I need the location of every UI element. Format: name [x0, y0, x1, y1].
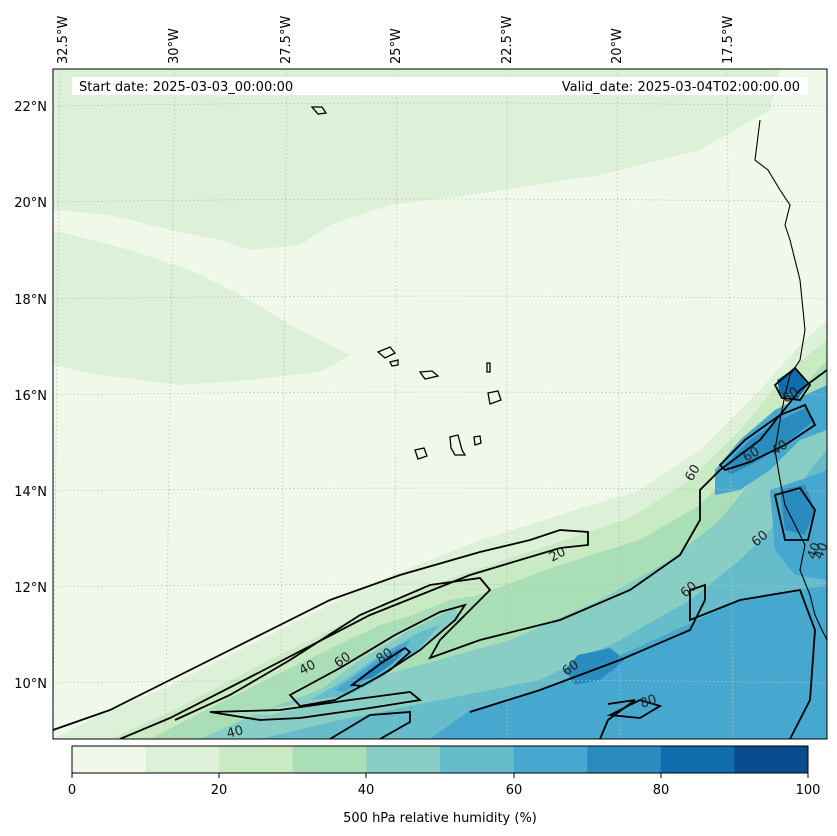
header-banner [72, 77, 808, 95]
humidity-10-20-west [53, 230, 350, 385]
colorbar [72, 746, 809, 773]
colorbar-tick-label: 100 [796, 783, 821, 798]
contour-80-plume [349, 646, 412, 687]
lat-label-16: 16°N [14, 389, 47, 404]
colorbar-segment [366, 746, 441, 773]
lat-label-18: 18°N [14, 293, 47, 308]
lon-label-20: 20°W [610, 28, 625, 64]
colorbar-segment [72, 746, 147, 773]
colorbar-segment [440, 746, 515, 773]
contour-label: 60 [682, 462, 703, 484]
lon-label-25: 25°W [389, 28, 404, 64]
colorbar-tick-label: 80 [653, 783, 670, 798]
contour-label: 80 [638, 692, 659, 712]
contour-label: 40 [805, 541, 825, 562]
colorbar-segment [292, 746, 367, 773]
humidity-70-80-east [725, 408, 815, 475]
contour-label: 20 [547, 545, 569, 566]
lat-label-22: 22°N [14, 100, 47, 115]
contour-20 [53, 529, 589, 739]
contour-40-bottom [329, 711, 411, 739]
contour-60-east [718, 403, 817, 472]
contour-label: 40 [225, 723, 245, 742]
contour-label: 40 [812, 541, 832, 562]
humidity-plume-40-50 [270, 608, 460, 708]
colorbar-segment [734, 746, 809, 773]
humidity-10-20-north [53, 69, 780, 250]
colorbar-segment [513, 746, 588, 773]
colorbar-tick-label: 20 [211, 783, 228, 798]
colorbar-segment [145, 746, 220, 773]
map-area [53, 69, 827, 739]
lon-label-22-5: 22.5°W [500, 16, 515, 64]
africa-coastline [754, 119, 827, 641]
lon-label-17-5: 17.5°W [721, 16, 736, 64]
contour-60-plume [288, 603, 468, 707]
colorbar-label: 500 hPa relative humidity (%) [343, 811, 537, 826]
lon-label-32-5: 32.5°W [56, 16, 71, 64]
colorbar-segment [587, 746, 662, 773]
longitude-labels: 32.5°W 30°W 27.5°W 25°W 22.5°W 20°W 17.5… [56, 16, 736, 64]
contour-label: 40 [297, 658, 319, 679]
contour-lines [53, 366, 827, 739]
lon-label-30: 30°W [167, 28, 182, 64]
contour-60-coast [773, 486, 816, 541]
colorbar-tick-label: 40 [358, 783, 375, 798]
colorbar-segment [219, 746, 294, 773]
contour-80-east [773, 366, 812, 401]
contour-40 [174, 369, 827, 721]
cape-verde-islands [310, 106, 502, 460]
lat-label-14: 14°N [14, 485, 47, 500]
colorbar-segment [660, 746, 735, 773]
valid-date-label: Valid_date: 2025-03-04T02:00:00.00 [562, 80, 800, 95]
start-date-label: Start date: 2025-03-03_00:00:00 [79, 80, 293, 95]
contour-80-south [606, 699, 663, 719]
map-frame [52, 68, 828, 740]
lat-label-12: 12°N [14, 581, 47, 596]
lat-label-20: 20°N [14, 196, 47, 211]
humidity-plume-30-40 [210, 595, 480, 715]
humidity-60-70-south [430, 585, 827, 739]
colorbar-tick-label: 60 [506, 783, 523, 798]
lat-label-10: 10°N [14, 677, 47, 692]
colorbar-ticks: 0 20 40 60 80 100 [68, 773, 821, 798]
contour-60-south [469, 583, 816, 739]
colorbar-tick-label: 0 [68, 783, 76, 798]
contour-label: 60 [741, 444, 763, 465]
latitude-labels: 22°N 20°N 18°N 16°N 14°N 12°N 10°N [14, 100, 47, 692]
colorbar-frame [71, 745, 809, 774]
lon-label-27-5: 27.5°W [279, 16, 294, 64]
contour-40-south-loop [209, 691, 423, 721]
